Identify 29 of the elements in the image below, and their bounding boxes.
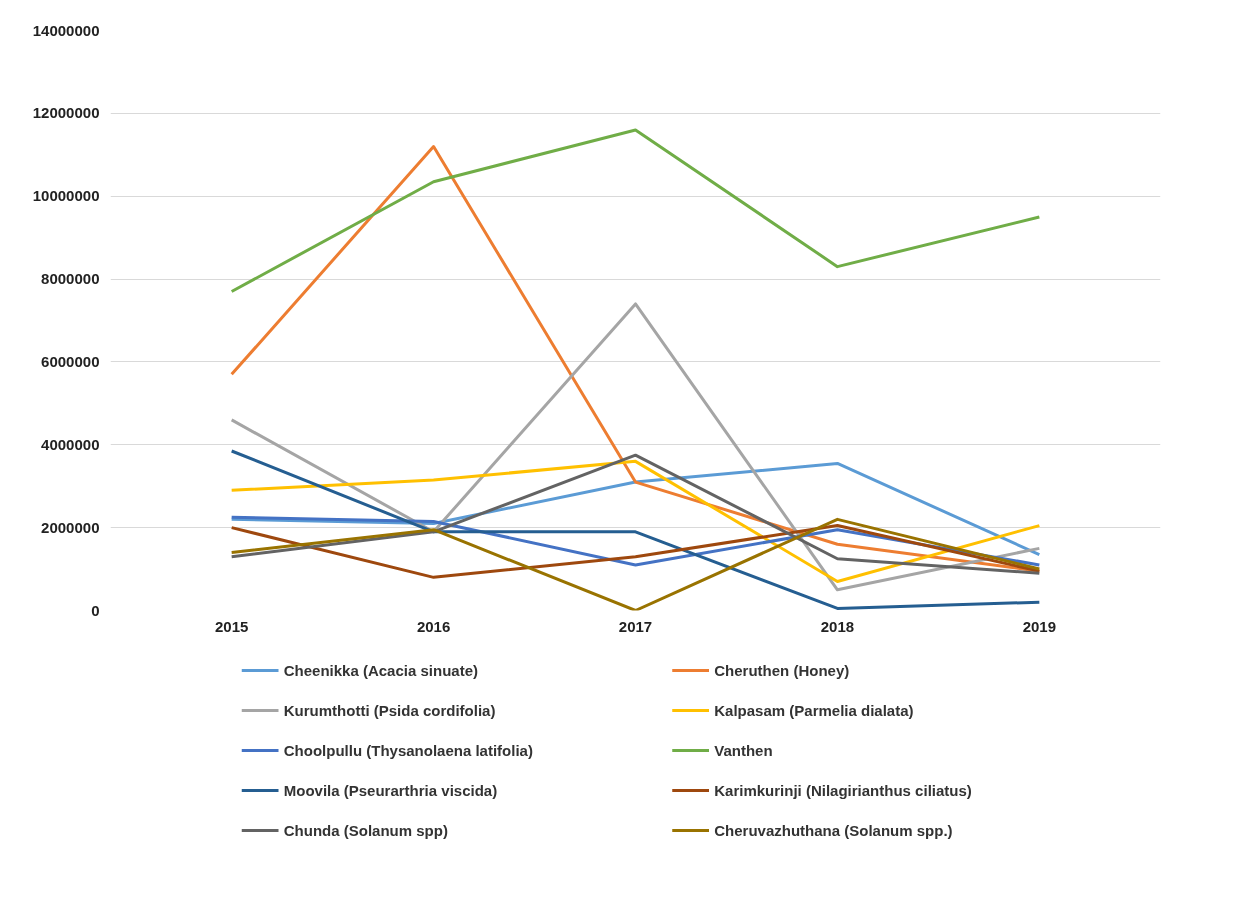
legend-label: Kalpasam (Parmelia dialata): [714, 702, 914, 719]
line-series: [230, 128, 1041, 293]
line-series: [230, 449, 1041, 610]
y-tick-label: 14000000: [32, 21, 100, 39]
y-tick-label: 8000000: [41, 270, 100, 288]
line-series: [230, 524, 1041, 579]
legend-label: Vanthen: [714, 742, 773, 759]
y-tick-label: 2000000: [41, 518, 100, 536]
legend-label: Chunda (Solanum spp): [283, 822, 448, 839]
y-tick-label: 12000000: [32, 104, 100, 122]
line-series: [230, 517, 1041, 611]
legend-label: Kurumthotti (Psida cordifolia): [283, 702, 496, 719]
x-tick-label: 2017: [618, 617, 653, 635]
legend-label: Karimkurinji (Nilagirianthus ciliatus): [714, 782, 972, 799]
legend-label: Cheruthen (Honey): [714, 662, 850, 679]
legend-label: Cheruvazhuthana (Solanum spp.): [714, 822, 953, 839]
x-tick-label: 2018: [820, 617, 855, 635]
line-series: [230, 302, 1041, 592]
legend-label: Cheenikka (Acacia sinuate): [283, 662, 478, 679]
y-tick-label: 4000000: [41, 435, 100, 453]
x-tick-label: 2016: [416, 617, 451, 635]
line-series: [230, 461, 1041, 557]
x-tick-label: 2015: [214, 617, 249, 635]
legend-label: Moovila (Pseurarthria viscida): [283, 782, 498, 799]
x-tick-label: 2019: [1022, 617, 1057, 635]
y-tick-label: 6000000: [41, 352, 100, 370]
y-tick-label: 10000000: [32, 187, 100, 205]
y-tick-label: 0: [91, 601, 100, 619]
legend-label: Choolpullu (Thysanolaena latifolia): [283, 742, 533, 759]
